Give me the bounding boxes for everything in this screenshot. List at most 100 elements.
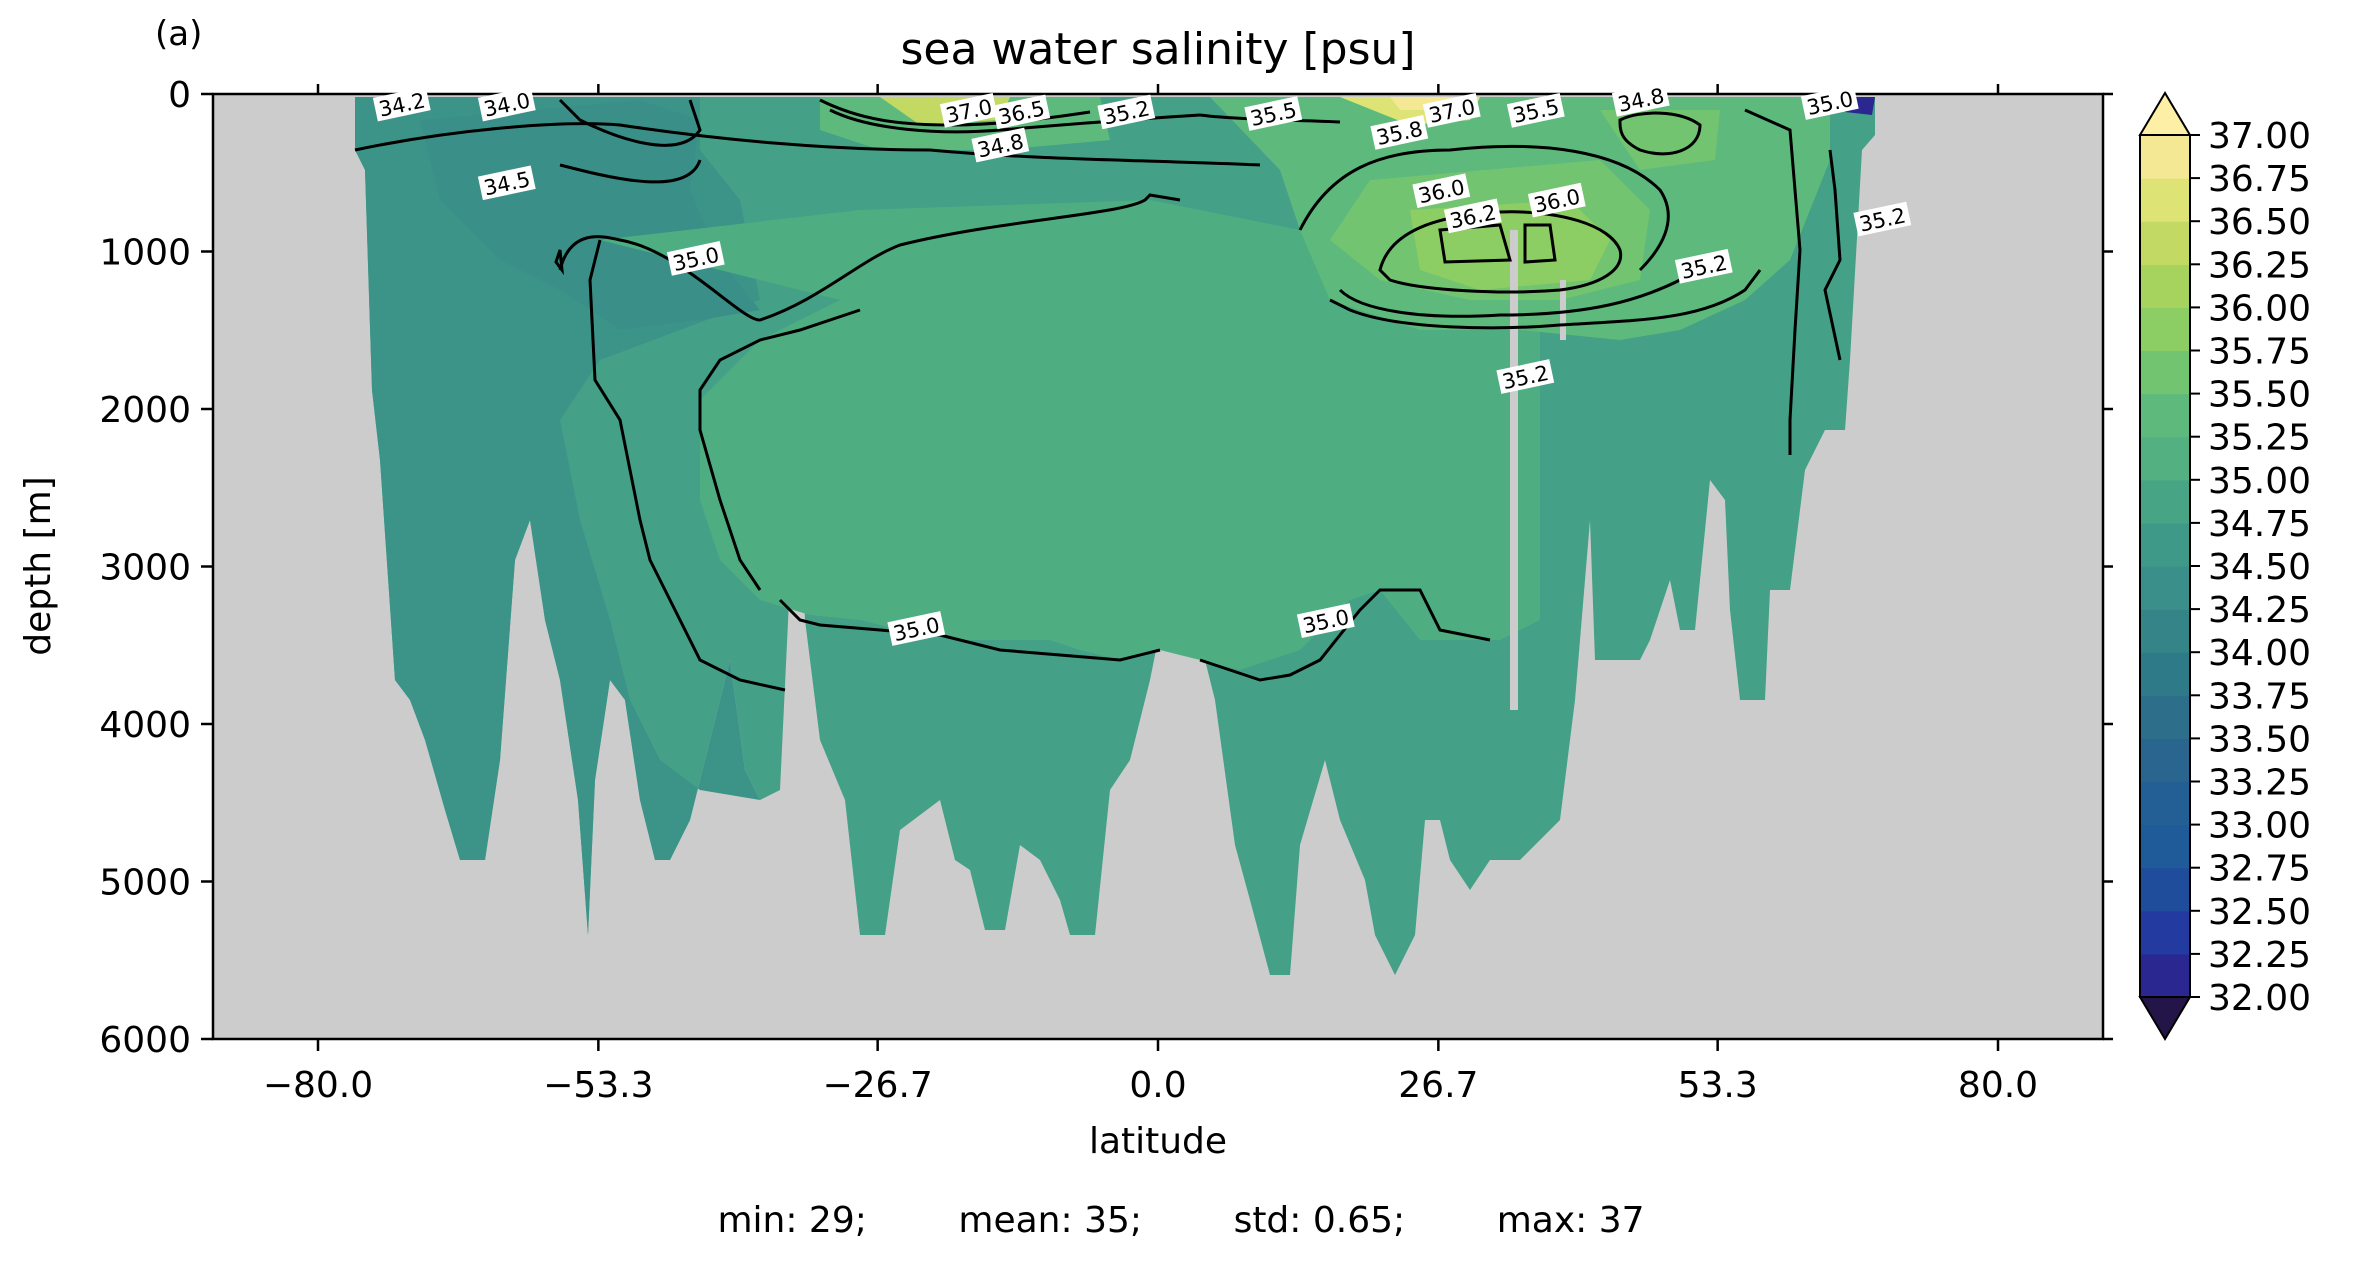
contour-35-2-northwall: [1823, 149, 1842, 361]
colorbar-segment: [2140, 393, 2190, 438]
y-tick-label: 1000: [99, 233, 191, 274]
stat-std: std: 0.65;: [1233, 1200, 1406, 1241]
y-tick-label: 3000: [99, 548, 191, 589]
x-tick-label: −80.0: [263, 1065, 373, 1106]
contour-label-box: [971, 127, 1030, 163]
colorbar-tick-label: 34.25: [2208, 590, 2311, 631]
y-tick-label: 0: [168, 75, 191, 116]
contour-label-box: [477, 86, 536, 122]
colorbar-segment: [2140, 867, 2190, 912]
stat-mean: mean: 35;: [958, 1200, 1143, 1241]
colorbar-tick-label: 34.00: [2208, 633, 2311, 674]
x-tick-label: 53.3: [1678, 1065, 1758, 1106]
contour-label-box: [666, 241, 725, 276]
colorbar-segment: [2140, 953, 2190, 998]
panel-label: (a): [155, 14, 203, 54]
contour-35-5: [1338, 278, 1681, 318]
x-axis: −80.0 −53.3 −26.7 0.0 26.7 53.3 80.0: [263, 84, 2038, 1106]
y-tick-label: 6000: [99, 1020, 191, 1061]
contour-36-0: [1378, 210, 1623, 294]
y-axis-label: depth [m]: [18, 476, 59, 655]
x-tick-label: −53.3: [543, 1065, 653, 1106]
colorbar-segment: [2140, 824, 2190, 869]
colorbar-tick-label: 36.75: [2208, 159, 2311, 200]
colorbar-tick-label: 34.50: [2208, 547, 2311, 588]
x-tick-label: 26.7: [1398, 1065, 1478, 1106]
colorbar-segment: [2140, 695, 2190, 739]
contour-35-0-south: [558, 193, 1181, 322]
north-upper-bright: [1600, 110, 1720, 170]
colorbar-tick-label: 33.50: [2208, 719, 2311, 760]
contour-34-5-lower: [559, 159, 702, 184]
contour-35-8: [1298, 144, 1670, 272]
colorbar-tick-label: 35.75: [2208, 332, 2311, 373]
contour-label: 35.2: [1853, 201, 1912, 237]
colorbar-tick-label: 35.50: [2208, 375, 2311, 416]
colorbar-segment: [2140, 135, 2190, 179]
contour-36-2-core: [1438, 223, 1512, 264]
strait-gap-1: [1510, 230, 1518, 710]
contour-label-box: [1422, 92, 1481, 128]
colorbar-tick-label: 35.25: [2208, 418, 2311, 459]
colorbar-segment: [2140, 264, 2190, 308]
x-axis-label: latitude: [1089, 1121, 1227, 1162]
contour-35-0-west: [588, 239, 786, 692]
contour-35-2: [1329, 269, 1762, 330]
colorbar-segment: [2140, 479, 2190, 524]
contour-label-box: [1370, 115, 1429, 150]
contour-label-box: [939, 92, 998, 128]
y-tick-label: 4000: [99, 705, 191, 746]
contour-label-box: [887, 611, 946, 646]
colorbar-extend-top: [2138, 91, 2192, 136]
contour-lines: [354, 98, 1842, 692]
colorbar-tick-label: 33.00: [2208, 806, 2311, 847]
colorbar-segment: [2140, 781, 2190, 826]
contour-label-box: [1296, 603, 1355, 638]
colorbar-segment: [2140, 178, 2190, 222]
contour-north-subsurface: [1618, 111, 1702, 156]
contour-label-box: [1527, 182, 1586, 218]
contour-35-2-east: [1744, 108, 1802, 455]
contour-label-box: [477, 165, 536, 201]
contour-label-box: [1443, 198, 1502, 234]
stat-max: max: 37: [1496, 1200, 1645, 1241]
colorbar-segment: [2140, 307, 2190, 352]
contour-label: 36.0: [1412, 173, 1471, 208]
colorbar-tick-label: 32.50: [2208, 892, 2311, 933]
colorbar-tick-label: 35.00: [2208, 461, 2311, 502]
colorbar-tick-label: 33.75: [2208, 676, 2311, 717]
colorbar-tick-label: 32.75: [2208, 849, 2311, 890]
contour-label: 35.0: [1296, 603, 1355, 638]
colorbar-segment: [2140, 738, 2190, 783]
colorbar: 32.0032.2532.5032.7533.0033.2533.5033.75…: [2138, 91, 2311, 1041]
contour-label-box: [372, 86, 431, 122]
colorbar-tick-label: 32.00: [2208, 978, 2311, 1019]
y-tick-label: 2000: [99, 390, 191, 431]
colorbar-segment: [2140, 436, 2190, 481]
colorbar-tick-label: 37.00: [2208, 116, 2311, 157]
contour-label-box: [1853, 201, 1912, 237]
colorbar-segment: [2140, 910, 2190, 955]
y-axis: 0 1000 2000 3000 4000 5000 6000: [99, 75, 2113, 1061]
contour-label-box: [1674, 248, 1733, 284]
contour-label: 35.0: [1800, 85, 1859, 120]
stat-min: min: 29;: [717, 1200, 867, 1241]
contour-eddy: [554, 249, 565, 276]
colorbar-segment: [2140, 221, 2190, 265]
chart-title: sea water salinity [psu]: [900, 24, 1416, 75]
colorbar-segment: [2140, 522, 2190, 567]
colorbar-tick-label: 36.50: [2208, 202, 2311, 243]
contour-34-5: [558, 98, 702, 147]
contour-label-box: [1244, 96, 1303, 131]
colorbar-tick-label: 36.00: [2208, 288, 2311, 329]
y-tick-label: 5000: [99, 863, 191, 904]
strait-gap-2: [1560, 280, 1566, 340]
contour-label-box: [992, 94, 1051, 130]
colorbar-segment: [2140, 350, 2190, 395]
x-tick-label: 80.0: [1958, 1065, 2038, 1106]
colorbar-segment: [2140, 609, 2190, 653]
colorbar-tick-label: 34.75: [2208, 504, 2311, 545]
colorbar-tick-label: 33.25: [2208, 763, 2311, 804]
contour-label-box: [1496, 359, 1555, 394]
